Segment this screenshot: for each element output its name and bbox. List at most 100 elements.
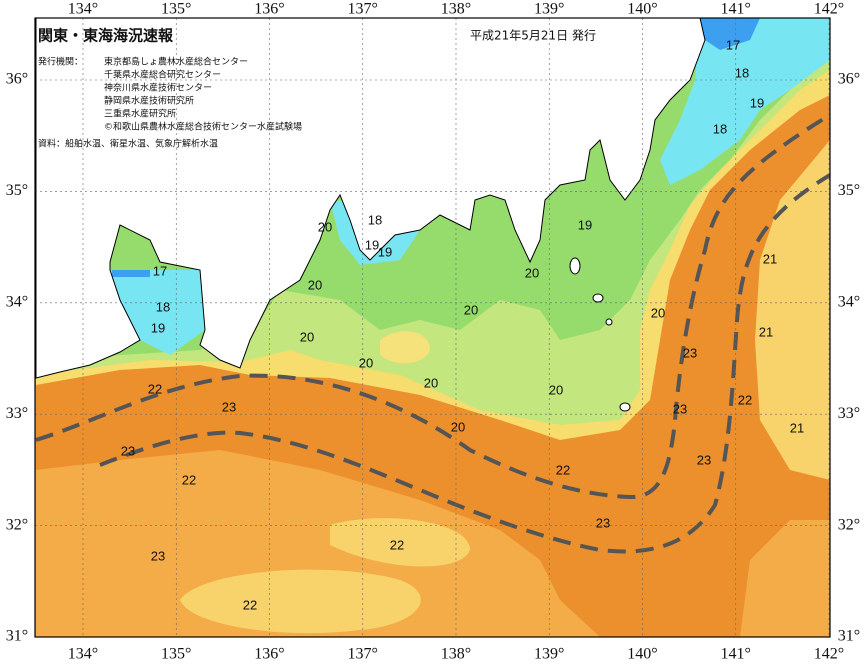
agency: 静岡県水産技術研究所	[104, 95, 194, 107]
agency: 千葉県水産総合研究センター	[104, 69, 221, 81]
isotherm-label: 19	[365, 237, 379, 252]
island	[619, 402, 631, 412]
latitude-label: 33°	[838, 405, 860, 422]
longitude-label: 136°	[254, 646, 284, 663]
isotherm-label: 19	[578, 217, 592, 232]
sea-layers	[35, 18, 830, 637]
latitude-label: 34°	[838, 293, 860, 310]
agency: 三重県水産研究所	[104, 108, 176, 120]
sea-17	[112, 270, 150, 277]
longitude-label: 135°	[161, 1, 191, 18]
isotherm-label: 20	[525, 265, 539, 280]
isotherm-label: 21	[763, 251, 777, 266]
isotherm-label: 23	[596, 515, 610, 530]
isotherm-label: 20	[651, 305, 665, 320]
sea-21	[330, 518, 470, 567]
longitude-label: 134°	[68, 1, 98, 18]
island	[569, 257, 581, 275]
sea-21	[180, 569, 421, 634]
isotherm-label: 23	[121, 443, 135, 458]
longitude-label: 142°	[814, 1, 844, 18]
isotherm-label: 21	[790, 420, 804, 435]
latitude-label: 31°	[6, 628, 28, 645]
isotherm-label: 19	[378, 244, 392, 259]
isotherm-label: 20	[308, 277, 322, 292]
isotherm-label: 20	[549, 382, 563, 397]
isotherm-label: 20	[464, 302, 478, 317]
latitude-label: 32°	[838, 516, 860, 533]
isotherm-label: 17	[726, 37, 740, 52]
sea-21	[380, 331, 430, 364]
graticule	[35, 18, 830, 637]
longitude-label: 137°	[348, 1, 378, 18]
isotherm-label: 18	[368, 212, 382, 227]
latitude-label: 35°	[6, 182, 28, 199]
isotherm-label: 20	[424, 375, 438, 390]
isotherm-label: 19	[750, 95, 764, 110]
latitude-label: 32°	[6, 516, 28, 533]
longitude-label: 138°	[441, 646, 471, 663]
latitude-label: 36°	[6, 71, 28, 88]
isotherm-label: 23	[151, 548, 165, 563]
longitude-label: 141°	[721, 1, 751, 18]
sea-17	[700, 18, 760, 50]
latitude-label: 34°	[6, 293, 28, 310]
longitude-label: 139°	[534, 646, 564, 663]
isotherm-label: 23	[683, 345, 697, 360]
isotherm-label: 22	[556, 462, 570, 477]
sea-18	[110, 270, 205, 355]
island	[605, 318, 613, 326]
publisher-label: 発行機関：	[38, 56, 83, 68]
longitude-label: 138°	[441, 1, 471, 18]
kuroshio-path	[99, 173, 830, 554]
sea-18	[660, 18, 830, 185]
isotherm-label: 23	[697, 452, 711, 467]
sea-21	[755, 140, 830, 480]
issue-date: 平成21年5月21日 発行	[470, 29, 596, 43]
agency: 東京都島しょ農林水産総合センター	[104, 56, 248, 68]
data-source: 資料：船舶水温、衛星水温、気象庁解析水温	[38, 138, 218, 150]
island	[592, 293, 604, 303]
isotherm-label: 21	[759, 324, 773, 339]
longitude-label: 141°	[721, 646, 751, 663]
longitude-label: 135°	[161, 646, 191, 663]
isotherm-label: 22	[390, 537, 404, 552]
isotherm-label: 18	[713, 121, 727, 136]
map-frame	[34, 17, 831, 638]
isotherm-label: 22	[182, 472, 196, 487]
isotherm-label: 20	[300, 329, 314, 344]
longitude-label: 136°	[254, 1, 284, 18]
isotherm-label: 23	[222, 399, 236, 414]
longitude-label: 140°	[627, 646, 657, 663]
isotherm-label: 22	[148, 381, 162, 396]
longitude-label: 140°	[627, 1, 657, 18]
isotherm-label: 19	[151, 320, 165, 335]
land	[35, 18, 706, 379]
isotherm-label: 22	[243, 597, 257, 612]
agency: 神奈川県水産技術センター	[104, 82, 212, 94]
latitude-label: 35°	[838, 182, 860, 199]
longitude-label: 137°	[348, 646, 378, 663]
latitude-label: 36°	[838, 71, 860, 88]
isotherm-label: 20	[318, 219, 332, 234]
kuroshio-path	[35, 113, 830, 500]
isotherm-label: 20	[359, 355, 373, 370]
longitude-label: 139°	[534, 1, 564, 18]
title: 関東・東海海況速報	[38, 27, 174, 45]
sea-22	[740, 520, 830, 637]
isotherm-label: 23	[673, 401, 687, 416]
longitude-label: 142°	[814, 646, 844, 663]
sea-22	[36, 450, 600, 637]
agency: ©和歌山県農林水産総合技術センター水産試験場	[104, 121, 302, 133]
latitude-label: 33°	[6, 405, 28, 422]
isotherm-label: 18	[156, 299, 170, 314]
isotherm-label: 18	[735, 65, 749, 80]
isotherm-label: 17	[153, 263, 167, 278]
longitude-label: 134°	[68, 646, 98, 663]
isotherm-label: 22	[738, 392, 752, 407]
isotherm-label: 20	[451, 419, 465, 434]
latitude-label: 31°	[838, 628, 860, 645]
